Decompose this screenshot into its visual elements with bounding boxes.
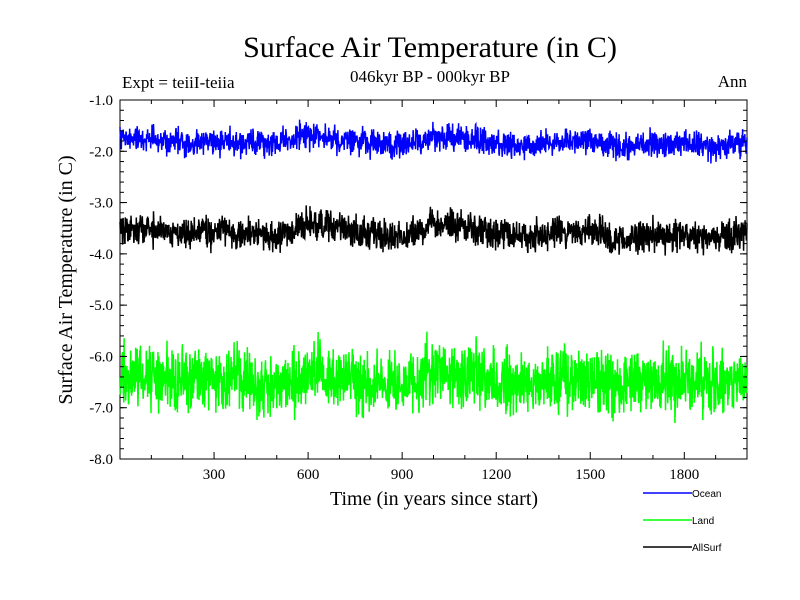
season-label: Ann — [718, 72, 748, 91]
legend: Ocean Land AllSurf — [643, 489, 722, 554]
experiment-label: Expt = teiiI-teiia — [122, 73, 235, 92]
y-tick-label: -3.0 — [89, 196, 113, 212]
legend-label-allsurf: AllSurf — [692, 543, 722, 554]
series-line-ocean — [119, 119, 748, 164]
y-tick-label: -4.0 — [89, 247, 113, 263]
y-tick-label: -8.0 — [89, 452, 113, 468]
legend-label-land: Land — [692, 516, 714, 527]
series-line-allsurf — [119, 205, 748, 256]
x-axis: 300 600 900 1200 1500 1800 — [150, 100, 717, 483]
y-axis-label: Surface Air Temperature (in C) — [55, 155, 77, 404]
chart-title: Surface Air Temperature (in C) — [243, 31, 617, 64]
y-tick-label: -2.0 — [89, 144, 113, 160]
x-tick-label: 300 — [203, 467, 226, 483]
x-axis-label: Time (in years since start) — [330, 488, 538, 510]
x-tick-label: 1200 — [481, 467, 511, 483]
y-tick-label: -1.0 — [89, 93, 113, 109]
y-axis: -1.0 -2.0 -3.0 -4.0 -5.0 -6.0 -7.0 -8.0 — [89, 93, 747, 468]
chart-subtitle: 046kyr BP - 000kyr BP — [350, 67, 510, 86]
x-tick-label: 600 — [297, 467, 320, 483]
x-tick-label: 900 — [391, 467, 414, 483]
y-tick-label: -7.0 — [89, 401, 113, 417]
legend-label-ocean: Ocean — [692, 489, 721, 500]
series-line-land — [119, 331, 748, 424]
y-tick-label: -5.0 — [89, 298, 113, 314]
y-tick-label: -6.0 — [89, 349, 113, 365]
x-tick-label: 1500 — [575, 467, 605, 483]
plot-frame — [119, 99, 748, 460]
x-tick-label: 1800 — [669, 467, 699, 483]
series-layer — [119, 119, 748, 424]
